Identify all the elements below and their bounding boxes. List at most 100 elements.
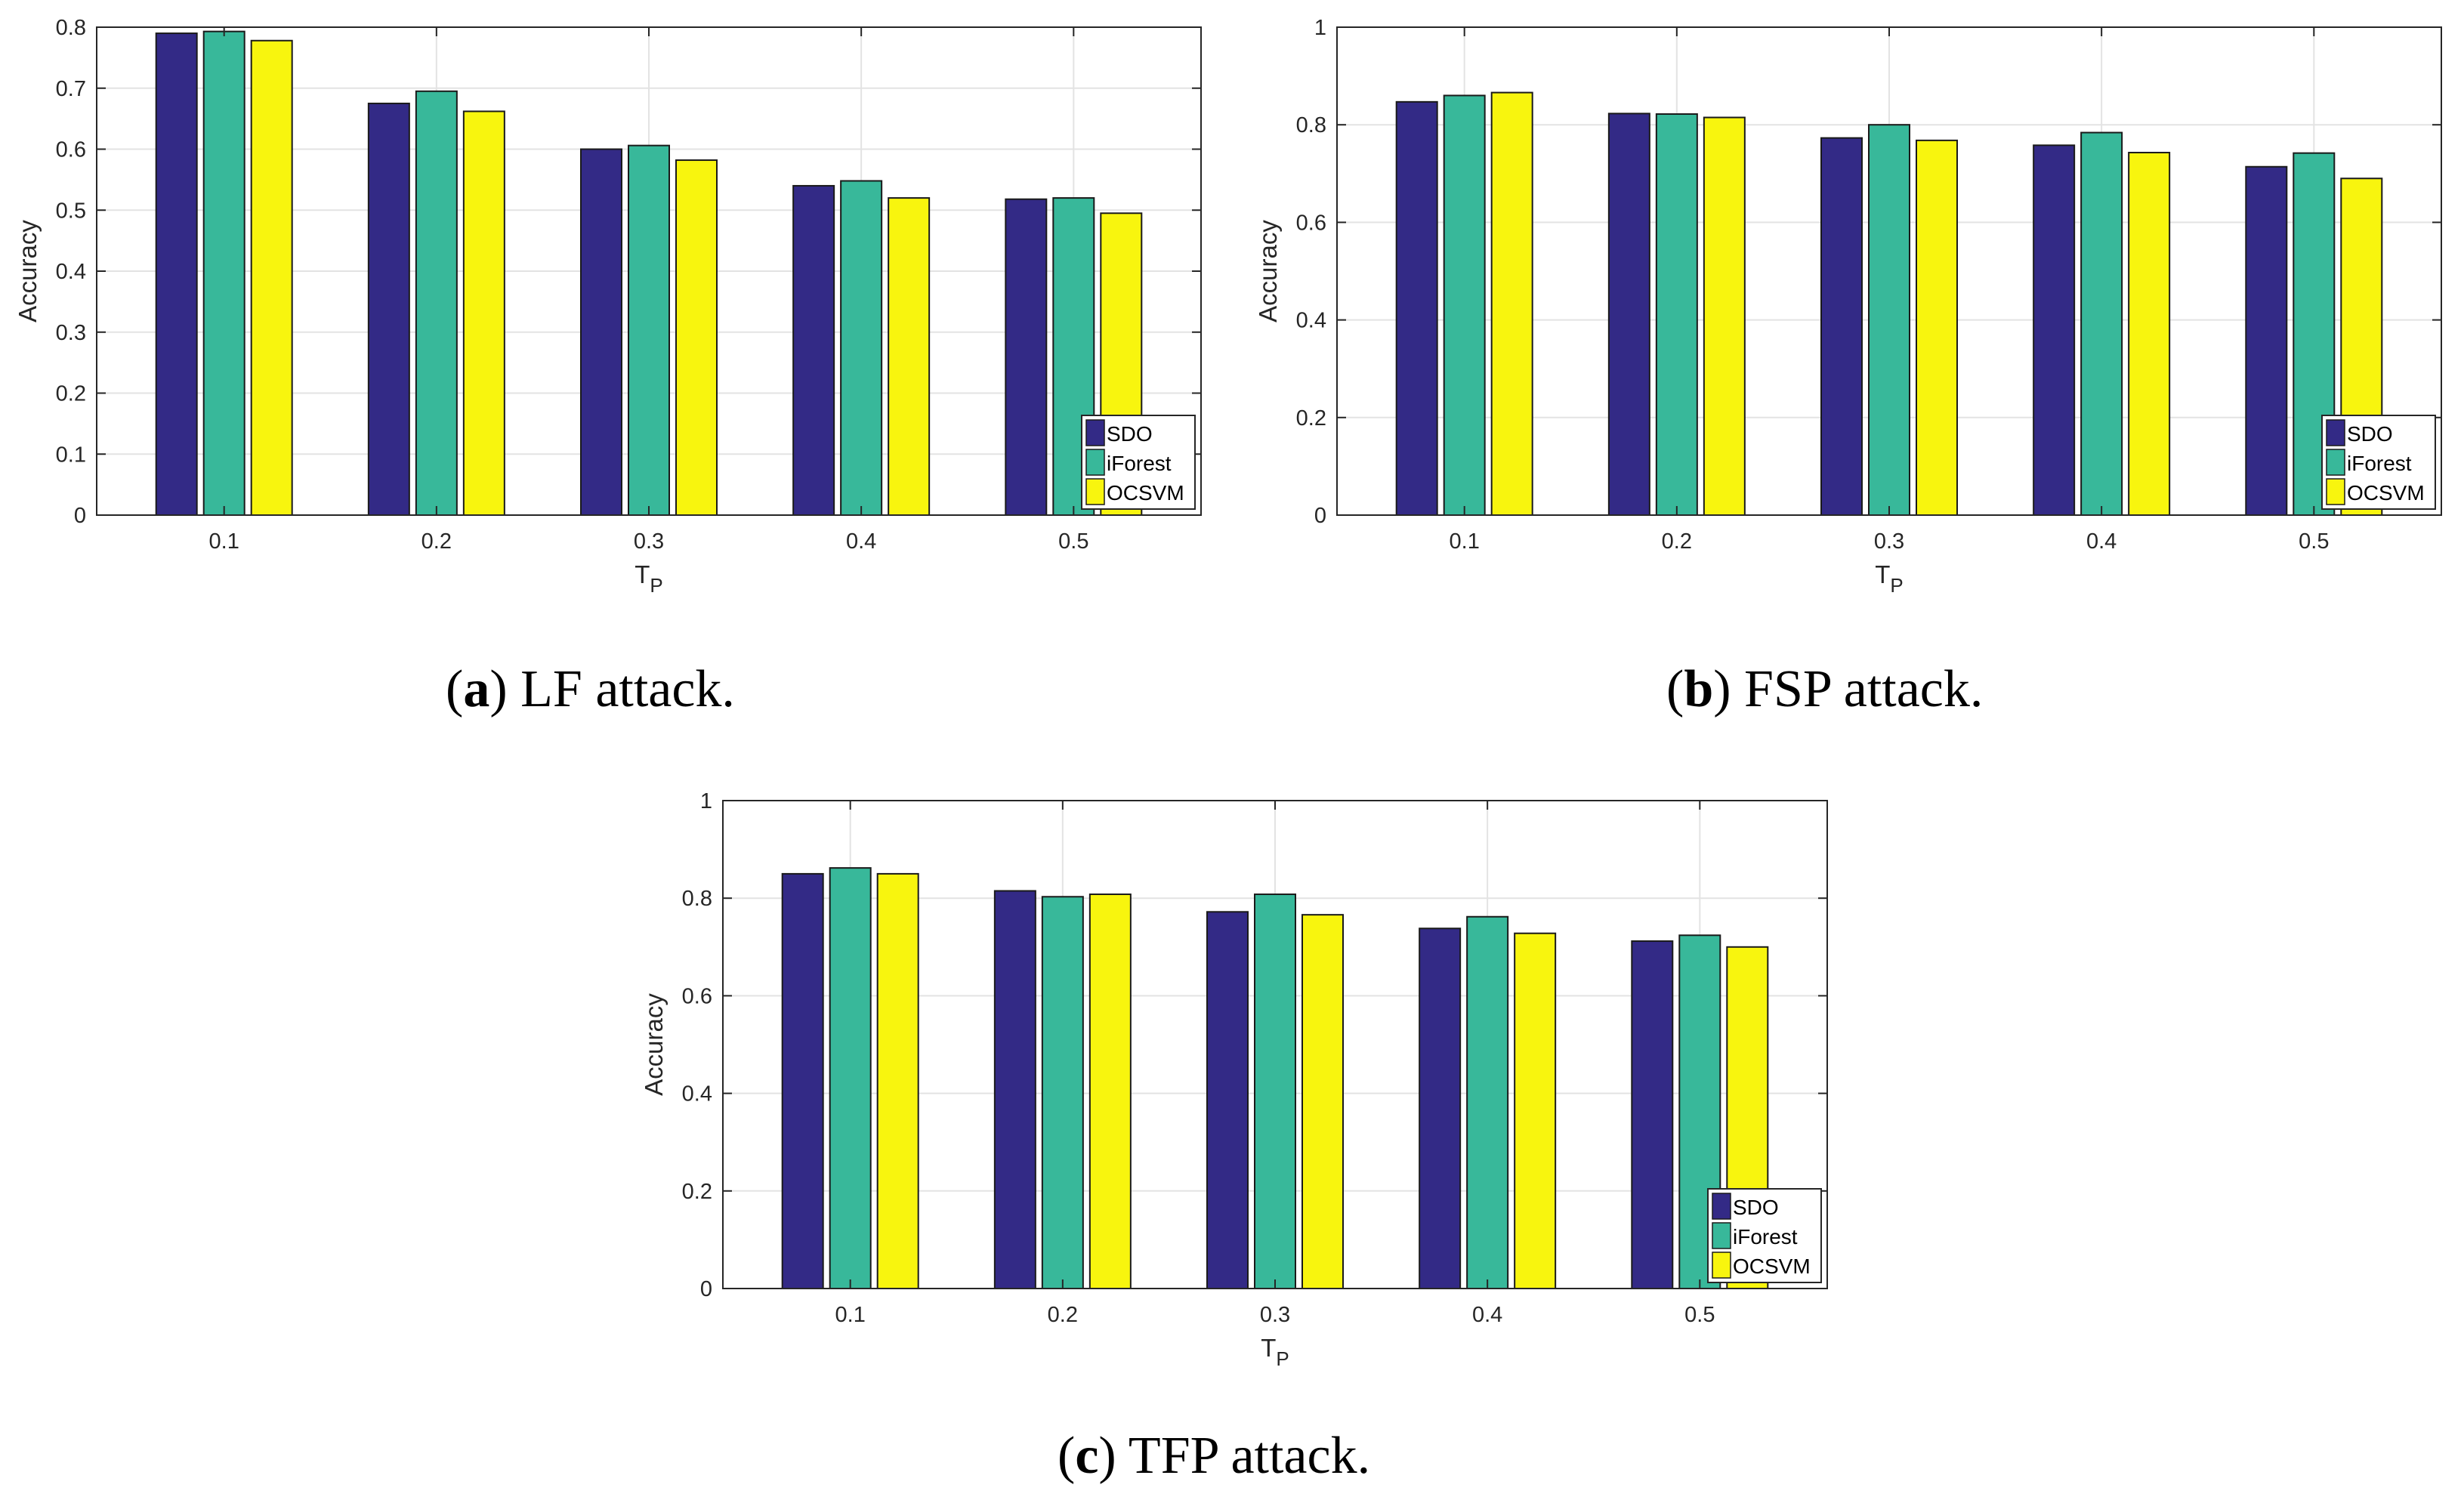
legend-label-ocsvm: OCSVM xyxy=(2347,481,2425,505)
chart-panel-a: 0 0.1 0.2 0.3 0.4 0.5 0.6 0.7 0.8 0.1 0.2 0.3 0.4 0.5… xyxy=(14,16,1202,597)
bar-sdo-0.3 xyxy=(1206,911,1249,1289)
bar-iforest-0.4 xyxy=(840,180,883,517)
x-tick-label: 0.3 xyxy=(1260,1303,1290,1327)
legend-label-sdo: SDO xyxy=(1107,422,1153,446)
x-axis-label: TP xyxy=(1875,560,1904,597)
bar-iforest-0.4 xyxy=(1466,915,1509,1290)
bar-ocsvm-0.4 xyxy=(1514,932,1557,1290)
y-tick-label: 0.2 xyxy=(682,1180,712,1204)
legend-label-iforest: iForest xyxy=(2347,452,2412,475)
caption-b: (b) FSP attack. xyxy=(1666,660,1983,718)
bar-iforest-0.2 xyxy=(415,90,458,517)
y-tick-label: 0.6 xyxy=(56,138,86,162)
bar-sdo-0.2 xyxy=(1607,113,1650,517)
legend: SDO iForest OCSVM xyxy=(2321,415,2436,510)
bar-sdo-0.5 xyxy=(1631,940,1674,1289)
y-tick-label: 1 xyxy=(700,789,712,813)
y-axis-label: Accuracy xyxy=(1254,220,1282,323)
caption-a: (a) LF attack. xyxy=(446,660,735,718)
bar-sdo-0.4 xyxy=(1419,927,1462,1289)
bar-iforest-0.3 xyxy=(1868,124,1910,516)
y-axis-label: Accuracy xyxy=(14,220,42,323)
legend-swatch-sdo xyxy=(2326,419,2345,446)
x-tick-label: 0.2 xyxy=(1662,529,1692,554)
bar-iforest-0.1 xyxy=(202,30,245,516)
x-tick-label: 0.1 xyxy=(1450,529,1480,554)
y-tick-label: 0.5 xyxy=(56,199,86,223)
x-tick-label: 0.4 xyxy=(1472,1303,1502,1327)
legend-label-iforest: iForest xyxy=(1733,1225,1798,1248)
x-axis-label: TP xyxy=(635,560,663,597)
y-tick-label: 0.2 xyxy=(56,382,86,406)
x-tick-label: 0.1 xyxy=(209,529,239,554)
bar-iforest-0.1 xyxy=(829,867,872,1289)
bar-ocsvm-0.3 xyxy=(1916,139,1958,516)
x-tick-label: 0.4 xyxy=(846,529,876,554)
y-tick-label: 0.2 xyxy=(1296,406,1326,431)
bar-sdo-0.4 xyxy=(792,184,835,516)
bar-ocsvm-0.3 xyxy=(1301,914,1344,1289)
x-tick-label: 0.2 xyxy=(421,529,452,554)
legend-swatch-iforest xyxy=(1085,449,1105,476)
bar-sdo-0.1 xyxy=(781,872,824,1289)
bar-iforest-0.2 xyxy=(1041,896,1084,1289)
x-tick-label: 0.4 xyxy=(2086,529,2117,554)
legend-label-sdo: SDO xyxy=(1733,1196,1779,1219)
legend-label-ocsvm: OCSVM xyxy=(1107,481,1184,505)
x-tick-label: 0.3 xyxy=(634,529,664,554)
y-tick-label: 0.8 xyxy=(1296,113,1326,137)
bar-ocsvm-0.4 xyxy=(888,197,931,516)
bar-sdo-0.2 xyxy=(367,102,410,516)
y-tick-label: 0.7 xyxy=(56,77,86,101)
y-tick-label: 0.4 xyxy=(682,1082,712,1106)
bar-ocsvm-0.2 xyxy=(1703,116,1746,516)
legend-swatch-ocsvm xyxy=(2326,478,2345,505)
x-axis-label: TP xyxy=(1261,1334,1289,1370)
y-tick-label: 0.1 xyxy=(56,443,86,467)
legend-swatch-iforest xyxy=(1712,1222,1731,1249)
bar-sdo-0.3 xyxy=(580,148,622,516)
bar-sdo-0.2 xyxy=(993,890,1036,1289)
legend-swatch-sdo xyxy=(1712,1193,1731,1220)
bar-ocsvm-0.1 xyxy=(876,872,919,1289)
x-tick-label: 0.5 xyxy=(2299,529,2329,554)
legend-label-iforest: iForest xyxy=(1107,452,1172,475)
x-tick-label: 0.5 xyxy=(1058,529,1088,554)
y-tick-label: 0 xyxy=(74,504,86,528)
bar-sdo-0.5 xyxy=(2245,165,2288,516)
y-tick-label: 0.8 xyxy=(56,16,86,40)
legend-swatch-ocsvm xyxy=(1712,1252,1731,1279)
y-tick-label: 0.3 xyxy=(56,321,86,345)
bar-sdo-0.1 xyxy=(155,32,198,516)
legend-swatch-iforest xyxy=(2326,449,2345,476)
bar-ocsvm-0.4 xyxy=(2128,152,2171,516)
legend: SDO iForest OCSVM xyxy=(1707,1188,1822,1283)
bar-iforest-0.2 xyxy=(1655,113,1698,517)
legend-label-sdo: SDO xyxy=(2347,422,2393,446)
chart-panel-b: 0 0.2 0.4 0.6 0.8 1 0.1 0.2 0.3 0.4 0.5 TP Accuracy S… xyxy=(1254,16,2442,597)
legend-swatch-sdo xyxy=(1085,419,1105,446)
bar-ocsvm-0.3 xyxy=(675,159,718,516)
y-tick-label: 0 xyxy=(1314,504,1326,528)
bar-sdo-0.1 xyxy=(1395,100,1438,516)
bar-iforest-0.3 xyxy=(628,144,670,516)
bar-ocsvm-0.1 xyxy=(1490,91,1533,516)
x-tick-label: 0.1 xyxy=(835,1303,866,1327)
bar-ocsvm-0.2 xyxy=(462,110,505,516)
caption-c: (c) TFP attack. xyxy=(1058,1427,1370,1485)
bar-sdo-0.3 xyxy=(1820,137,1863,516)
bar-sdo-0.4 xyxy=(2033,144,2076,516)
x-tick-label: 0.5 xyxy=(1684,1303,1715,1327)
legend-label-ocsvm: OCSVM xyxy=(1733,1255,1811,1278)
x-tick-label: 0.2 xyxy=(1048,1303,1078,1327)
y-tick-label: 0.8 xyxy=(682,887,712,911)
y-tick-label: 1 xyxy=(1314,16,1326,40)
chart-panel-c: 0 0.2 0.4 0.6 0.8 1 0.1 0.2 0.3 0.4 0.5 TP Accuracy S… xyxy=(640,789,1828,1370)
y-tick-label: 0 xyxy=(700,1277,712,1301)
bar-sdo-0.5 xyxy=(1005,198,1048,516)
bar-iforest-0.4 xyxy=(2080,131,2123,516)
y-tick-label: 0.4 xyxy=(1296,309,1326,333)
y-tick-label: 0.4 xyxy=(56,260,86,284)
legend: SDO iForest OCSVM xyxy=(1081,415,1196,510)
